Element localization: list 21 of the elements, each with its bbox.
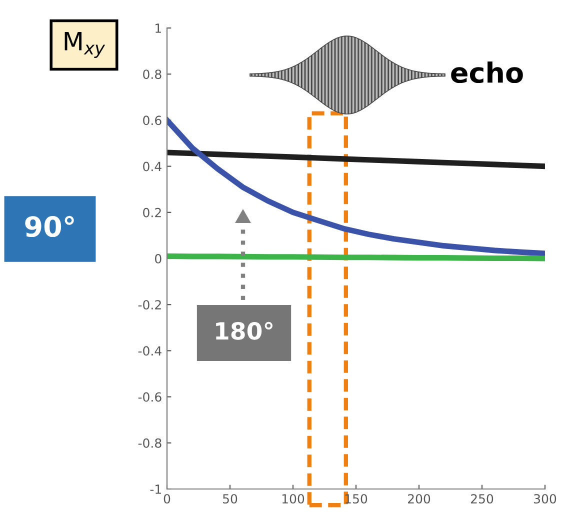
y-tick-label: 0.2 (143, 208, 161, 218)
y-tick-label: -0.6 (138, 392, 162, 402)
y-tick-label: 0 (155, 254, 162, 264)
x-tick-label: 300 (534, 494, 556, 504)
y-tick-label: 1 (156, 24, 161, 33)
y-tick-label: -0.8 (138, 438, 162, 448)
x-tick-label: 100 (282, 494, 304, 504)
y-tick-label: 0.4 (143, 162, 162, 172)
x-tick-label: 200 (408, 494, 430, 504)
text: M$_{xy}$ (64, 32, 106, 58)
y-tick-label: -0.2 (138, 300, 161, 310)
y-tick-label: -1 (150, 484, 161, 494)
annotation: 180° (216, 322, 272, 340)
text: 90° (25, 216, 74, 238)
x-tick-label: 50 (223, 494, 238, 504)
annotation: echo (451, 62, 523, 84)
x-tick-label: 0 (164, 494, 170, 504)
y-tick-label: -0.4 (138, 346, 162, 356)
y-tick-label: 0.8 (143, 70, 162, 80)
y-tick-label: 0.6 (143, 116, 162, 126)
x-tick-label: 250 (470, 494, 494, 504)
